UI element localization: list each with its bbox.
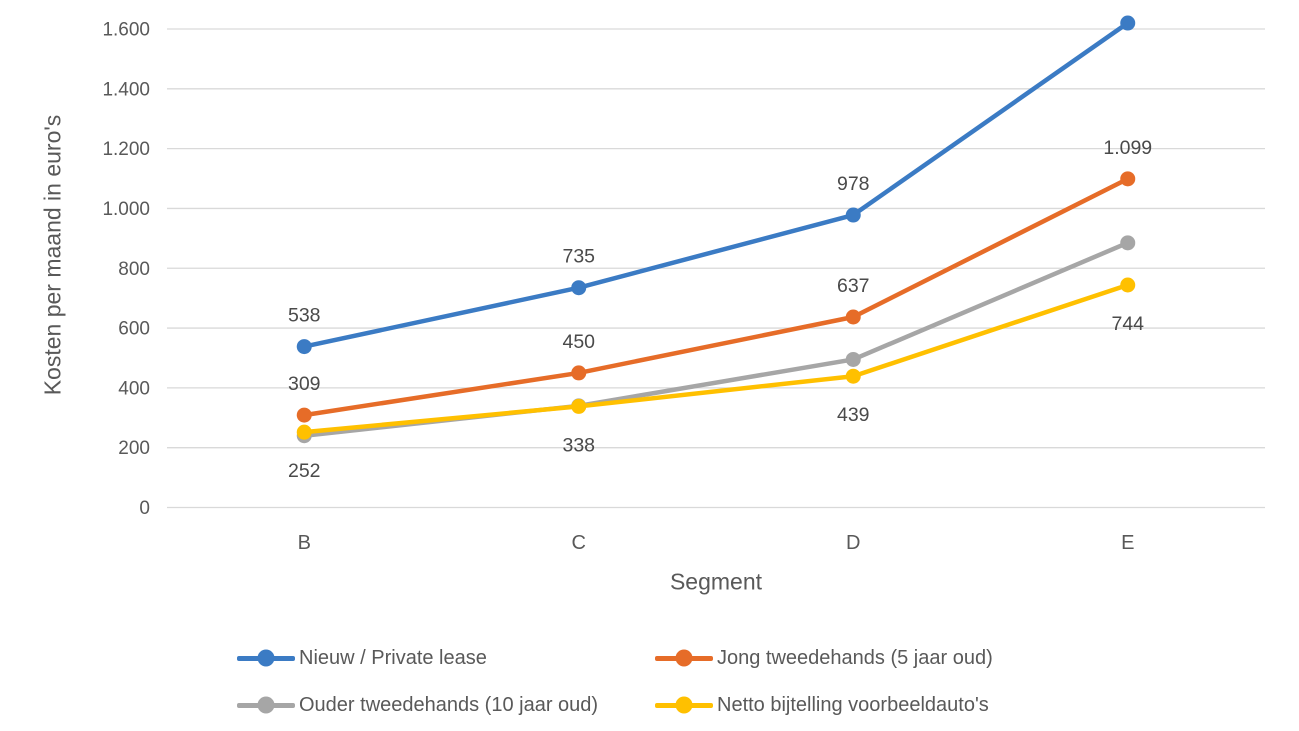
y-tick-label: 0 <box>139 498 150 519</box>
legend: Nieuw / Private lease Jong tweedehands (5… <box>237 644 993 719</box>
legend-item-nieuw-private-lease: Nieuw / Private lease <box>237 644 655 672</box>
legend-marker-icon <box>655 649 713 667</box>
y-tick-label: 1.000 <box>102 199 150 220</box>
data-point-netto-bijtelling-voorbeeldauto-s-D <box>845 368 861 384</box>
x-axis-title: Segment <box>669 568 763 595</box>
legend-dot-icon <box>257 696 275 714</box>
series-line-netto-bijtelling-voorbeeldauto-s <box>302 282 1130 435</box>
data-point-ouder-tweedehands-10-jaar-oud-D <box>845 351 861 367</box>
y-tick-label: 600 <box>118 319 150 340</box>
y-tick-label: 1.400 <box>102 79 150 100</box>
legend-label: Netto bijtelling voorbeeldauto's <box>717 693 989 716</box>
data-label-netto-bijtelling-voorbeeldauto-s-B: 252 <box>288 460 321 482</box>
data-point-ouder-tweedehands-10-jaar-oud-E <box>1120 235 1136 251</box>
legend-marker-icon <box>237 649 295 667</box>
data-point-nieuw-private-lease-C <box>571 280 587 296</box>
data-point-netto-bijtelling-voorbeeldauto-s-C <box>571 398 587 414</box>
series-line-jong-tweedehands-5-jaar-oud <box>302 176 1130 418</box>
legend-marker-icon <box>655 696 713 714</box>
legend-label: Jong tweedehands (5 jaar oud) <box>717 646 993 669</box>
data-point-netto-bijtelling-voorbeeldauto-s-B <box>296 424 312 440</box>
x-category-label: D <box>846 532 860 554</box>
x-category-label: E <box>1121 532 1134 554</box>
x-category-label: B <box>298 532 311 554</box>
legend-dot-icon <box>675 696 693 714</box>
data-point-jong-tweedehands-5-jaar-oud-C <box>571 365 587 381</box>
legend-marker-icon <box>237 696 295 714</box>
y-tick-label: 1.600 <box>102 20 150 41</box>
data-point-jong-tweedehands-5-jaar-oud-B <box>296 407 312 423</box>
data-point-netto-bijtelling-voorbeeldauto-s-E <box>1120 277 1136 293</box>
legend-label: Ouder tweedehands (10 jaar oud) <box>299 693 599 716</box>
y-axis-title: Kosten per maand in euro's <box>39 114 66 396</box>
data-label-netto-bijtelling-voorbeeldauto-s-D: 439 <box>837 404 870 426</box>
series-line-ouder-tweedehands-10-jaar-oud <box>302 240 1130 438</box>
legend-dot-icon <box>257 649 275 667</box>
data-label-nieuw-private-lease-B: 538 <box>288 305 321 327</box>
legend-dot-icon <box>675 649 693 667</box>
data-label-netto-bijtelling-voorbeeldauto-s-E: 744 <box>1111 313 1144 335</box>
data-point-jong-tweedehands-5-jaar-oud-E <box>1120 171 1136 187</box>
y-tick-label: 200 <box>118 438 150 459</box>
y-tick-label: 400 <box>118 378 150 399</box>
data-label-netto-bijtelling-voorbeeldauto-s-C: 338 <box>562 434 595 456</box>
data-point-nieuw-private-lease-D <box>845 207 861 223</box>
data-point-nieuw-private-lease-B <box>296 339 312 355</box>
y-tick-label: 1.200 <box>102 139 150 160</box>
data-label-jong-tweedehands-5-jaar-oud-C: 450 <box>562 331 595 353</box>
data-point-nieuw-private-lease-E <box>1120 15 1136 31</box>
legend-item-ouder-tweedehands-10-jaar-oud: Ouder tweedehands (10 jaar oud) <box>237 691 655 719</box>
legend-label: Nieuw / Private lease <box>299 646 487 669</box>
data-label-nieuw-private-lease-C: 735 <box>562 246 595 268</box>
data-label-jong-tweedehands-5-jaar-oud-B: 309 <box>288 373 321 395</box>
legend-item-netto-bijtelling-voorbeeldauto-s: Netto bijtelling voorbeeldauto's <box>655 691 993 719</box>
data-label-nieuw-private-lease-D: 978 <box>837 173 870 195</box>
data-point-jong-tweedehands-5-jaar-oud-D <box>845 309 861 325</box>
x-category-label: C <box>572 532 586 554</box>
legend-item-jong-tweedehands-5-jaar-oud: Jong tweedehands (5 jaar oud) <box>655 644 993 672</box>
data-label-jong-tweedehands-5-jaar-oud-E: 1.099 <box>1103 137 1152 159</box>
data-label-jong-tweedehands-5-jaar-oud-D: 637 <box>837 275 870 297</box>
y-tick-label: 800 <box>118 259 150 280</box>
series-line-nieuw-private-lease <box>302 20 1130 349</box>
